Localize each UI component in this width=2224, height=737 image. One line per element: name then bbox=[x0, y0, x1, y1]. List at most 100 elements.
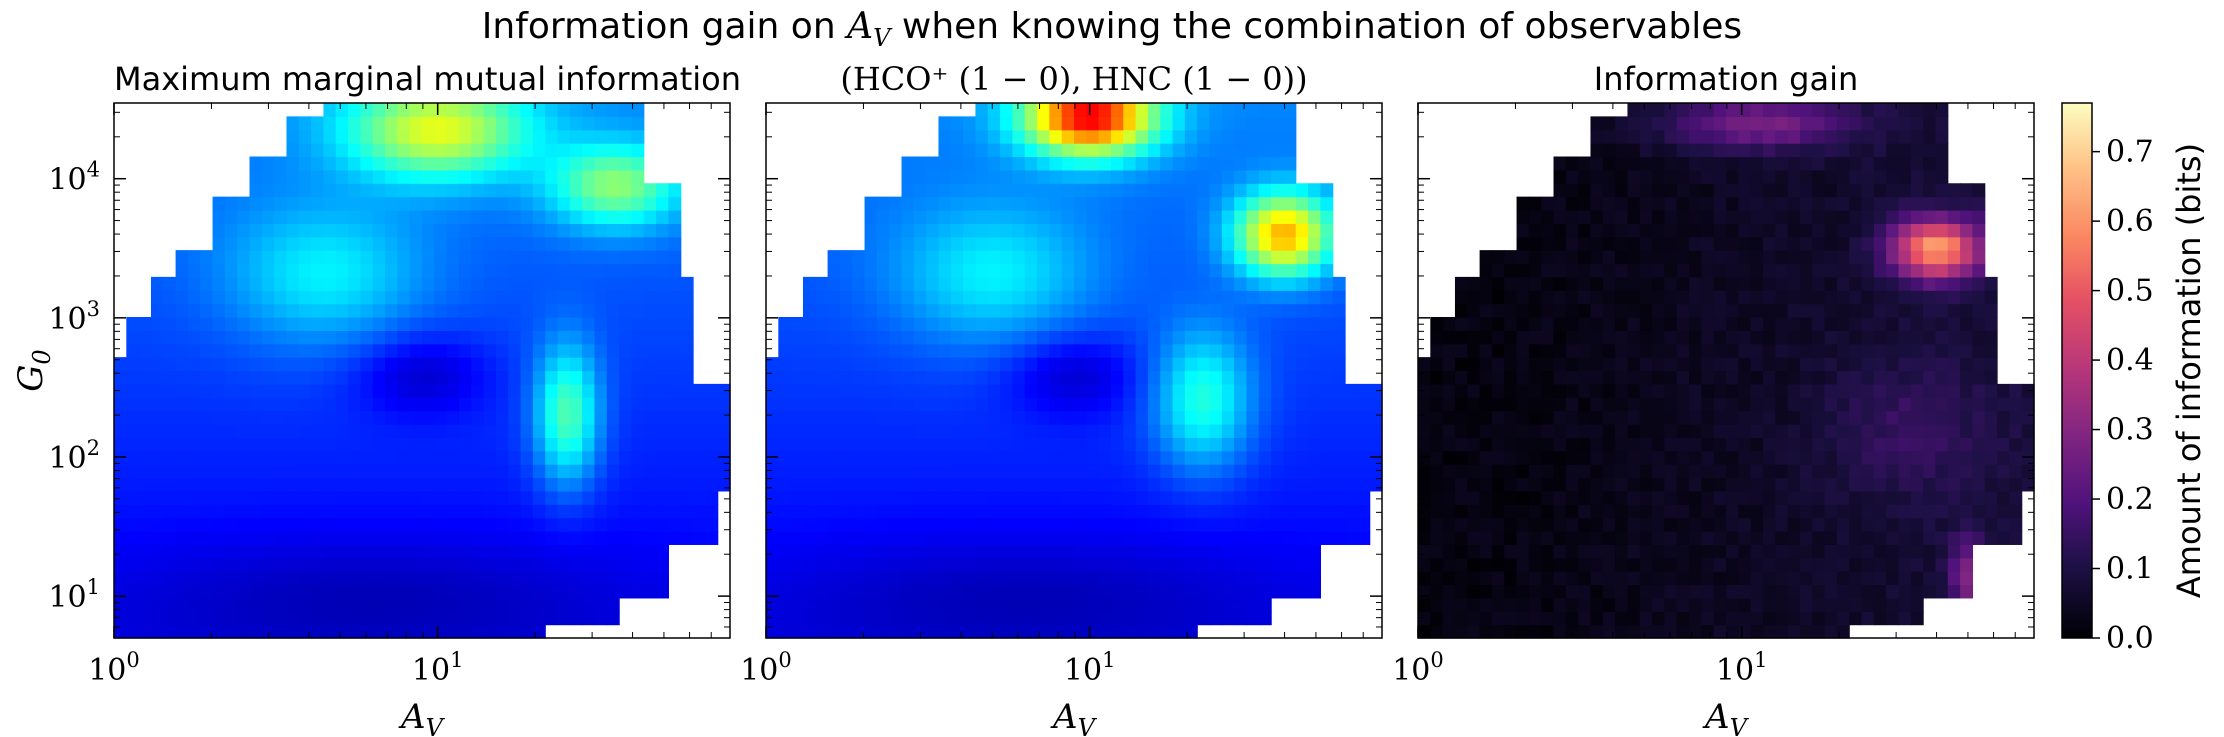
heatmap-cell bbox=[1639, 156, 1653, 171]
heatmap-cell bbox=[1172, 611, 1186, 626]
heatmap-cell bbox=[1147, 424, 1161, 438]
heatmap-cell bbox=[987, 263, 1001, 278]
heatmap-cell bbox=[409, 303, 423, 318]
heatmap-cell bbox=[1172, 370, 1186, 385]
heatmap-cell bbox=[212, 343, 226, 358]
heatmap-cell bbox=[1209, 504, 1223, 519]
heatmap-cell bbox=[1590, 464, 1604, 479]
heatmap-cell bbox=[1320, 450, 1334, 465]
heatmap-cell bbox=[1873, 584, 1887, 599]
heatmap-cell bbox=[1061, 383, 1075, 398]
heatmap-cell bbox=[1479, 557, 1493, 572]
heatmap-cell bbox=[1283, 383, 1297, 398]
heatmap-cell bbox=[1701, 210, 1715, 224]
heatmap-cell bbox=[545, 183, 559, 198]
heatmap-cell bbox=[1849, 250, 1863, 265]
heatmap-cell bbox=[1442, 490, 1456, 505]
heatmap-cell bbox=[1061, 437, 1075, 452]
heatmap-cell bbox=[1799, 276, 1813, 291]
heatmap-cell bbox=[1454, 303, 1468, 318]
heatmap-cell bbox=[557, 531, 571, 545]
heatmap-cell bbox=[1701, 236, 1715, 251]
heatmap-cell bbox=[1246, 143, 1260, 158]
heatmap-cell bbox=[261, 477, 275, 492]
heatmap-cell bbox=[1332, 437, 1346, 452]
heatmap-cell bbox=[1504, 437, 1518, 452]
heatmap-cell bbox=[1849, 597, 1863, 612]
heatmap-cell bbox=[1775, 464, 1789, 479]
heatmap-cell bbox=[298, 557, 312, 572]
heatmap-cell bbox=[1824, 290, 1838, 305]
heatmap-cell bbox=[385, 424, 398, 438]
heatmap-cell bbox=[1652, 263, 1665, 278]
heatmap-cell bbox=[827, 424, 841, 438]
heatmap-cell bbox=[1491, 276, 1505, 291]
heatmap-cell bbox=[1861, 437, 1875, 452]
heatmap-cell bbox=[1849, 317, 1863, 331]
heatmap-cell bbox=[1184, 397, 1198, 412]
heatmap-cell bbox=[1504, 250, 1518, 265]
heatmap-cell bbox=[1172, 303, 1186, 318]
heatmap-cell bbox=[446, 290, 460, 305]
heatmap-cell bbox=[1664, 571, 1678, 586]
heatmap-cell bbox=[1713, 183, 1727, 198]
heatmap-cell bbox=[1418, 477, 1431, 492]
heatmap-cell bbox=[1234, 504, 1248, 519]
heatmap-cell bbox=[545, 263, 559, 278]
heatmap-cell bbox=[1332, 290, 1346, 305]
heatmap-cell bbox=[1553, 464, 1567, 479]
heatmap-cell bbox=[372, 370, 386, 385]
heatmap-cell bbox=[212, 236, 226, 251]
heatmap-cell bbox=[1320, 357, 1334, 372]
heatmap-cell bbox=[1024, 490, 1038, 505]
heatmap-cell bbox=[1516, 290, 1530, 305]
heatmap-cell bbox=[1824, 557, 1838, 572]
heatmap-cell bbox=[631, 263, 645, 278]
heatmap-cell bbox=[1627, 424, 1641, 438]
heatmap-cell bbox=[1787, 464, 1801, 479]
heatmap-cell bbox=[1799, 397, 1813, 412]
heatmap-cell bbox=[372, 597, 386, 612]
heatmap-cell bbox=[1024, 263, 1038, 278]
heatmap-cell bbox=[1332, 531, 1346, 545]
heatmap-cell bbox=[1172, 477, 1186, 492]
heatmap-cell bbox=[1750, 584, 1764, 599]
heatmap-cell bbox=[422, 317, 435, 331]
heatmap-cell bbox=[827, 504, 841, 519]
heatmap-cell bbox=[200, 611, 214, 626]
heatmap-cell bbox=[495, 223, 509, 238]
heatmap-cell bbox=[643, 317, 657, 331]
heatmap-cell bbox=[1812, 210, 1826, 224]
heatmap-cell bbox=[114, 504, 127, 519]
heatmap-cell bbox=[975, 103, 989, 117]
heatmap-cell bbox=[1812, 397, 1826, 412]
heatmap-cell bbox=[1012, 183, 1026, 198]
heatmap-cell bbox=[1258, 531, 1272, 545]
heatmap-cell bbox=[1713, 531, 1727, 545]
heatmap-cell bbox=[1024, 317, 1038, 331]
heatmap-cell bbox=[1578, 611, 1592, 626]
heatmap-cell bbox=[680, 317, 694, 331]
heatmap-cell bbox=[1147, 343, 1161, 358]
heatmap-cell bbox=[1271, 343, 1285, 358]
heatmap-cell bbox=[1713, 317, 1727, 331]
heatmap-cell bbox=[483, 397, 497, 412]
heatmap-cell bbox=[1812, 437, 1826, 452]
heatmap-cell bbox=[532, 103, 546, 117]
heatmap-cell bbox=[1061, 597, 1075, 612]
heatmap-cell bbox=[963, 490, 977, 505]
heatmap-cell bbox=[1049, 263, 1063, 278]
heatmap-cell bbox=[1135, 303, 1149, 318]
heatmap-cell bbox=[1283, 330, 1297, 345]
heatmap-cell bbox=[372, 424, 386, 438]
heatmap-cell bbox=[889, 424, 903, 438]
heatmap-cell bbox=[938, 129, 952, 144]
heatmap-cell bbox=[274, 196, 288, 211]
heatmap-cell bbox=[1221, 210, 1235, 224]
heatmap-cell bbox=[212, 597, 226, 612]
heatmap-cell bbox=[1553, 263, 1567, 278]
heatmap-cell bbox=[766, 504, 779, 519]
heatmap-cell bbox=[852, 571, 866, 586]
heatmap-cell bbox=[975, 450, 989, 465]
heatmap-cell bbox=[1775, 557, 1789, 572]
